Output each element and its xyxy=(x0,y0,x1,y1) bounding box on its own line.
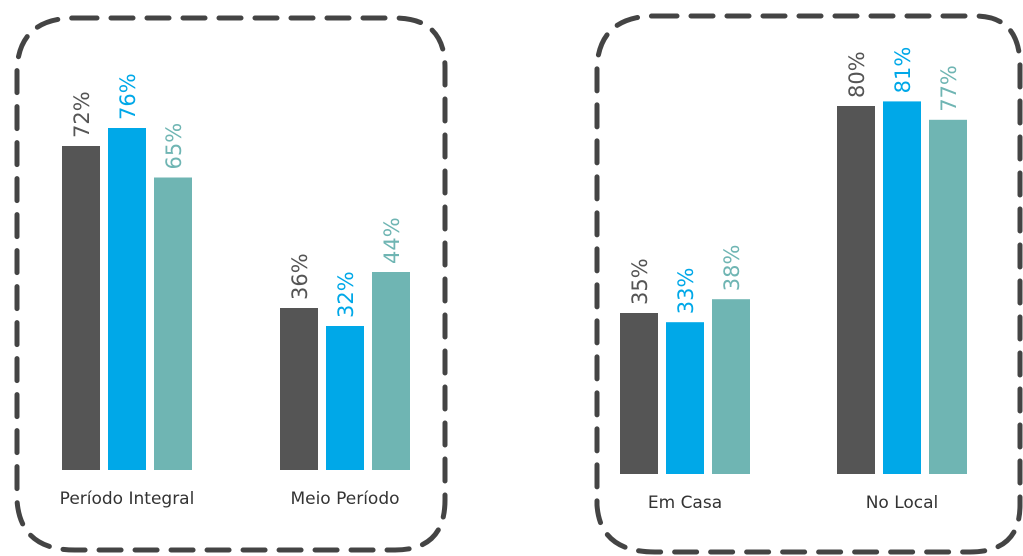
left-panel-frame xyxy=(14,15,448,553)
bar-c0-g0-s2 xyxy=(154,177,192,470)
bar-c1-g0-s2 xyxy=(712,299,750,474)
bar-c0-g0-s1 xyxy=(108,128,146,470)
category-label-c0-g1: Meio Período xyxy=(290,489,399,509)
bar-c0-g0-s0 xyxy=(62,146,100,470)
bar-c0-g1-s2 xyxy=(372,272,410,470)
data-label-c0-g0-s0: 72% xyxy=(70,91,94,138)
data-label-c1-g1-s1: 81% xyxy=(891,47,915,94)
category-label-c1-g1: No Local xyxy=(866,493,939,513)
bar-c0-g1-s1 xyxy=(326,326,364,470)
right-panel-frame xyxy=(594,13,1023,555)
bar-c1-g1-s0 xyxy=(837,106,875,474)
bar-c0-g1-s0 xyxy=(280,308,318,470)
bars-layer: 72% 76% 65% Período Integral 36% 32% 44% Meio P… xyxy=(60,47,967,513)
category-label-c0-g0: Período Integral xyxy=(60,489,195,509)
bar-c1-g0-s0 xyxy=(620,313,658,474)
data-label-c1-g0-s1: 33% xyxy=(674,268,698,315)
bar-c1-g1-s1 xyxy=(883,101,921,475)
data-label-c1-g1-s0: 80% xyxy=(845,51,869,98)
category-label-c1-g0: Em Casa xyxy=(648,493,722,513)
data-label-c0-g1-s1: 32% xyxy=(334,271,358,318)
data-label-c1-g1-s2: 77% xyxy=(937,65,961,112)
data-label-c0-g0-s1: 76% xyxy=(116,73,140,120)
data-label-c1-g0-s0: 35% xyxy=(628,258,652,305)
data-label-c0-g1-s0: 36% xyxy=(288,253,312,300)
bar-c1-g0-s1 xyxy=(666,322,704,474)
data-label-c1-g0-s2: 38% xyxy=(720,245,744,292)
data-label-c0-g0-s2: 65% xyxy=(162,123,186,170)
bar-c1-g1-s2 xyxy=(929,119,967,475)
data-label-c0-g1-s2: 44% xyxy=(380,217,404,264)
